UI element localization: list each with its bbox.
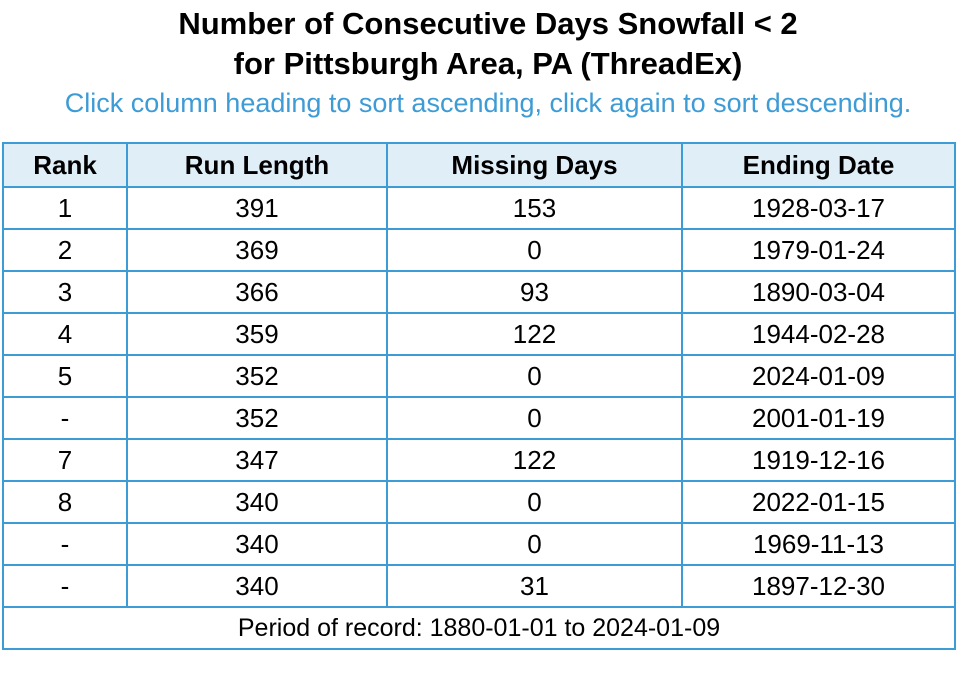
table-row: 4 359 122 1944-02-28 <box>2 312 956 356</box>
footer-row: Period of record: 1880-01-01 to 2024-01-… <box>2 606 956 650</box>
table-row: 8 340 0 2022-01-15 <box>2 480 956 524</box>
column-header-run-length[interactable]: Run Length <box>126 142 388 188</box>
column-header-rank[interactable]: Rank <box>2 142 128 188</box>
table-row: 2 369 0 1979-01-24 <box>2 228 956 272</box>
cell-missing-days: 153 <box>386 186 683 230</box>
cell-run-length: 369 <box>126 228 388 272</box>
table-row: - 340 31 1897-12-30 <box>2 564 956 608</box>
cell-run-length: 391 <box>126 186 388 230</box>
page-title: Number of Consecutive Days Snowfall < 2 … <box>0 4 976 84</box>
cell-rank: - <box>2 564 128 608</box>
table-row: - 352 0 2001-01-19 <box>2 396 956 440</box>
cell-run-length: 340 <box>126 564 388 608</box>
column-header-missing-days[interactable]: Missing Days <box>386 142 683 188</box>
sort-hint: Click column heading to sort ascending, … <box>64 88 912 118</box>
cell-ending-date: 1979-01-24 <box>681 228 956 272</box>
cell-missing-days: 31 <box>386 564 683 608</box>
cell-ending-date: 2024-01-09 <box>681 354 956 398</box>
title-line-1: Number of Consecutive Days Snowfall < 2 <box>178 6 798 41</box>
cell-run-length: 352 <box>126 354 388 398</box>
cell-missing-days: 0 <box>386 480 683 524</box>
cell-rank: - <box>2 396 128 440</box>
table-row: 3 366 93 1890-03-04 <box>2 270 956 314</box>
cell-missing-days: 0 <box>386 522 683 566</box>
cell-ending-date: 1928-03-17 <box>681 186 956 230</box>
cell-rank: 1 <box>2 186 128 230</box>
table-row: 7 347 122 1919-12-16 <box>2 438 956 482</box>
table-row: 1 391 153 1928-03-17 <box>2 186 956 230</box>
header-row: Rank Run Length Missing Days Ending Date <box>2 142 956 188</box>
period-of-record: Period of record: 1880-01-01 to 2024-01-… <box>2 606 956 650</box>
cell-rank: 3 <box>2 270 128 314</box>
title-line-2: for Pittsburgh Area, PA (ThreadEx) <box>233 46 743 81</box>
cell-rank: 8 <box>2 480 128 524</box>
cell-run-length: 359 <box>126 312 388 356</box>
cell-run-length: 366 <box>126 270 388 314</box>
cell-ending-date: 1944-02-28 <box>681 312 956 356</box>
cell-run-length: 340 <box>126 522 388 566</box>
table-row: - 340 0 1969-11-13 <box>2 522 956 566</box>
cell-missing-days: 0 <box>386 354 683 398</box>
page: Number of Consecutive Days Snowfall < 2 … <box>0 4 976 650</box>
cell-ending-date: 1897-12-30 <box>681 564 956 608</box>
cell-ending-date: 2001-01-19 <box>681 396 956 440</box>
cell-ending-date: 2022-01-15 <box>681 480 956 524</box>
table-row: 5 352 0 2024-01-09 <box>2 354 956 398</box>
cell-missing-days: 122 <box>386 312 683 356</box>
cell-missing-days: 0 <box>386 228 683 272</box>
records-table: Rank Run Length Missing Days Ending Date… <box>2 142 956 650</box>
cell-missing-days: 122 <box>386 438 683 482</box>
cell-missing-days: 93 <box>386 270 683 314</box>
cell-rank: 2 <box>2 228 128 272</box>
cell-run-length: 347 <box>126 438 388 482</box>
cell-missing-days: 0 <box>386 396 683 440</box>
cell-rank: 5 <box>2 354 128 398</box>
cell-run-length: 352 <box>126 396 388 440</box>
cell-ending-date: 1919-12-16 <box>681 438 956 482</box>
cell-rank: 7 <box>2 438 128 482</box>
cell-rank: 4 <box>2 312 128 356</box>
cell-rank: - <box>2 522 128 566</box>
cell-run-length: 340 <box>126 480 388 524</box>
cell-ending-date: 1969-11-13 <box>681 522 956 566</box>
column-header-ending-date[interactable]: Ending Date <box>681 142 956 188</box>
cell-ending-date: 1890-03-04 <box>681 270 956 314</box>
